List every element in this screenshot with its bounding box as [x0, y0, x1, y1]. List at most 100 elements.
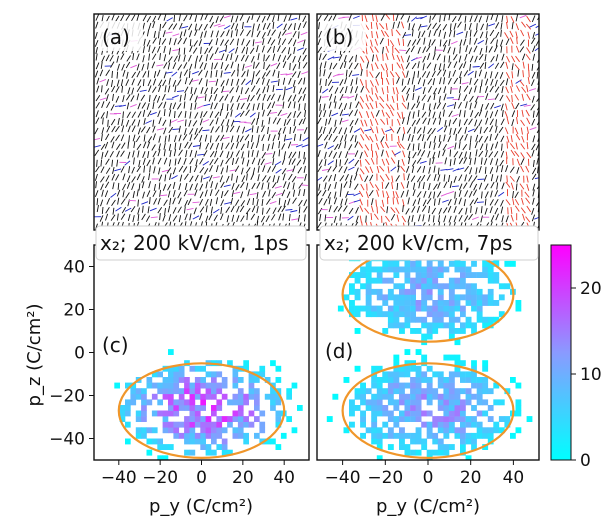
dipole-arrow [433, 173, 437, 181]
dipole-arrow [531, 173, 537, 181]
dipole-arrow [301, 144, 309, 148]
dipole-arrow [236, 135, 240, 143]
heatmap-cell [376, 311, 383, 318]
dipole-arrow [298, 31, 300, 39]
dipole-arrow [317, 117, 322, 125]
heatmap-cell [349, 399, 355, 406]
dipole-arrow [529, 23, 537, 28]
dipole-arrow [94, 31, 98, 39]
heatmap-cell [410, 300, 416, 306]
dipole-arrow [198, 54, 203, 62]
dipole-arrow [417, 46, 421, 54]
dipole-arrow [434, 46, 437, 54]
dipole-arrow [407, 111, 411, 119]
dipole-arrow [209, 135, 212, 143]
dipole-arrow [298, 206, 301, 214]
heatmap-cell [460, 416, 466, 422]
heatmap-cell [221, 382, 228, 389]
dipole-arrow [172, 215, 178, 222]
heatmap-cell [460, 427, 466, 434]
dipole-arrow [293, 133, 296, 141]
dipole-arrow [374, 118, 379, 126]
heatmap-cell [487, 427, 494, 434]
dipole-arrow [476, 201, 484, 203]
dipole-arrow [386, 85, 389, 94]
dipole-arrow [333, 206, 338, 213]
dipole-arrow [189, 128, 194, 135]
heatmap-cell [415, 405, 422, 411]
heatmap-cell [205, 449, 212, 456]
dipole-arrow [261, 175, 267, 182]
dipole-arrow [298, 87, 303, 95]
heatmap-cell [354, 294, 361, 301]
dipole-arrow [116, 79, 120, 87]
dipole-arrow [241, 175, 246, 183]
heatmap-cell [200, 377, 206, 383]
heatmap-cell [365, 288, 372, 295]
dipole-arrow [403, 173, 405, 181]
dipole-arrow [344, 134, 347, 142]
dipole-arrow [137, 111, 142, 118]
heatmap-cell [254, 405, 260, 411]
dipole-arrow [375, 22, 379, 30]
dipole-arrow [458, 183, 463, 191]
dipole-arrow [474, 70, 477, 78]
dipole-arrow [288, 158, 292, 166]
dipole-arrow [489, 167, 494, 174]
heatmap-cell [404, 288, 411, 295]
dipole-arrow [162, 214, 166, 222]
dipole-arrow [290, 17, 298, 21]
heatmap-cell [399, 305, 405, 312]
dipole-arrow [219, 175, 224, 183]
heatmap-cell [189, 427, 196, 434]
dipole-arrow [121, 183, 127, 191]
heatmap-cell [415, 272, 422, 278]
heatmap-cell [205, 382, 212, 389]
heatmap-cell [280, 432, 287, 439]
dipole-arrow [537, 106, 539, 111]
dipole-arrow [437, 87, 442, 95]
dipole-arrow [105, 54, 110, 62]
dipole-arrow [405, 208, 410, 215]
heatmap-cell [437, 260, 444, 267]
dipole-arrow [335, 159, 338, 167]
heatmap-cell [410, 260, 416, 267]
dipole-arrow [453, 206, 457, 213]
dipole-arrow [449, 159, 452, 167]
dipole-arrow [406, 181, 410, 189]
dipole-arrow [458, 55, 462, 63]
heatmap-cell [387, 382, 394, 389]
dipole-arrow [329, 93, 333, 101]
dipole-arrow [256, 191, 259, 199]
dipole-arrow [127, 141, 130, 149]
dipole-arrow [369, 46, 374, 54]
heatmap-cell [476, 311, 483, 318]
dipole-arrow [396, 62, 401, 69]
dipole-arrow [443, 55, 446, 63]
heatmap-cell [200, 365, 206, 372]
dipole-arrow [457, 167, 465, 171]
heatmap-cell [454, 365, 461, 372]
dipole-arrow [396, 93, 399, 101]
dipole-arrow [302, 62, 308, 69]
dipole-arrow [142, 14, 147, 22]
dipole-arrow [224, 201, 232, 205]
dipole-arrow [422, 87, 426, 95]
heatmap-cell [227, 421, 233, 428]
dipole-arrow [355, 101, 360, 108]
heatmap-cell [415, 393, 422, 400]
heatmap-cell [515, 427, 522, 434]
dipole-arrow [230, 78, 234, 86]
dipole-arrow [204, 134, 208, 142]
heatmap-cell [205, 432, 212, 439]
heatmap-cell [376, 382, 383, 389]
dipole-arrow [443, 93, 447, 101]
heatmap-cell [259, 365, 266, 372]
dipole-arrow [396, 77, 400, 84]
dipole-arrow [401, 21, 405, 29]
dipole-arrow [433, 29, 438, 36]
heatmap-cell [237, 416, 244, 422]
dipole-arrow [514, 64, 520, 71]
dipole-arrow [174, 111, 176, 119]
dipole-arrow [510, 149, 516, 157]
